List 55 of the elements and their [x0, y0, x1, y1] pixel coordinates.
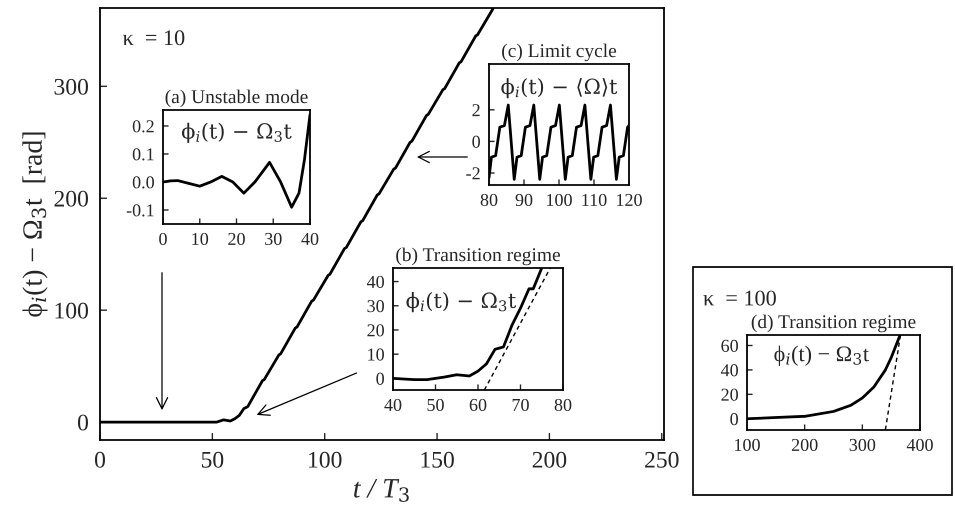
x-tick-label: 0	[159, 232, 167, 246]
x-tick-label: 90	[516, 194, 532, 206]
x-tick-label: 120	[617, 194, 642, 206]
y-tick-label: 0	[376, 372, 384, 385]
x-tick-label: 0	[94, 452, 106, 468]
y-tick-label: 0	[730, 413, 738, 426]
y-tick-label: -2	[466, 167, 480, 180]
annotation: ϕ$_{i}$(t) − Ω$_{3}$t	[182, 122, 292, 143]
annotation: κ = 10	[122, 30, 184, 46]
y-tick-label: 0.0	[132, 176, 154, 189]
chart-title: (b) Transition regime	[396, 248, 560, 266]
x-tick-label: 100	[735, 438, 760, 452]
annotation: ϕ$_{i}$(t) − ⟨Ω⟩t	[501, 78, 618, 98]
x-tick-label: 50	[428, 398, 444, 412]
x-tick-label: 150	[421, 452, 454, 468]
y-tick-label: 0.1	[132, 148, 154, 160]
x-tick-label: 250	[645, 452, 679, 468]
annotation: ϕ$_{i}$(t) − Ω$_{3}$t	[406, 292, 516, 312]
x-tick-label: 40	[301, 232, 318, 246]
annotation: ϕ$_{i}$(t) − Ω$_{3}$t	[774, 346, 869, 366]
y-tick-label: 20	[367, 324, 384, 336]
y-tick-label: 0	[472, 136, 480, 148]
x-tick-label: 80	[480, 194, 498, 206]
y-tick-label: 20	[721, 388, 738, 401]
x-tick-label: 30	[265, 232, 282, 246]
x-tick-label: 400	[906, 438, 933, 452]
x-tick-label: 110	[582, 194, 607, 206]
y-tick-label: 60	[721, 340, 738, 352]
y-tick-label: 40	[366, 276, 384, 288]
y-tick-label: 300	[54, 78, 88, 95]
chart-title: (c) Limit cycle	[502, 44, 616, 62]
x-tick-label: 300	[850, 438, 876, 452]
x-tick-label: 70	[512, 398, 529, 412]
x-tick-label: 200	[792, 438, 818, 452]
x-tick-label: 20	[228, 232, 245, 246]
x-tick-label: 80	[554, 398, 572, 412]
y-tick-label: 10	[368, 348, 384, 361]
x-tick-label: 10	[192, 232, 208, 246]
y-tick-label: 100	[56, 302, 88, 319]
y-tick-label: 0	[78, 414, 88, 431]
text: κ = 100	[703, 290, 776, 306]
y-tick-label: 2	[472, 104, 480, 116]
chart-title: (d) Transition regime	[752, 314, 916, 332]
y-tick-label: 40	[720, 364, 738, 376]
x-tick-label: 40	[384, 398, 402, 412]
y-tick-label: 30	[367, 300, 384, 312]
y-tick-label: -0.1	[126, 204, 154, 217]
x-tick-label: 50	[202, 452, 224, 468]
x-tick-label: 200	[532, 452, 566, 468]
y-axis-title: ϕ$_{i}$(t) − Ω$_{3}$t [rad]	[22, 132, 48, 317]
x-tick-label: 100	[309, 452, 342, 468]
x-axis-title: t / T$_{3}$	[354, 479, 409, 502]
y-tick-label: 0.2	[132, 120, 154, 132]
x-tick-label: 100	[547, 194, 572, 206]
chart-title: (a) Unstable mode	[166, 90, 308, 108]
